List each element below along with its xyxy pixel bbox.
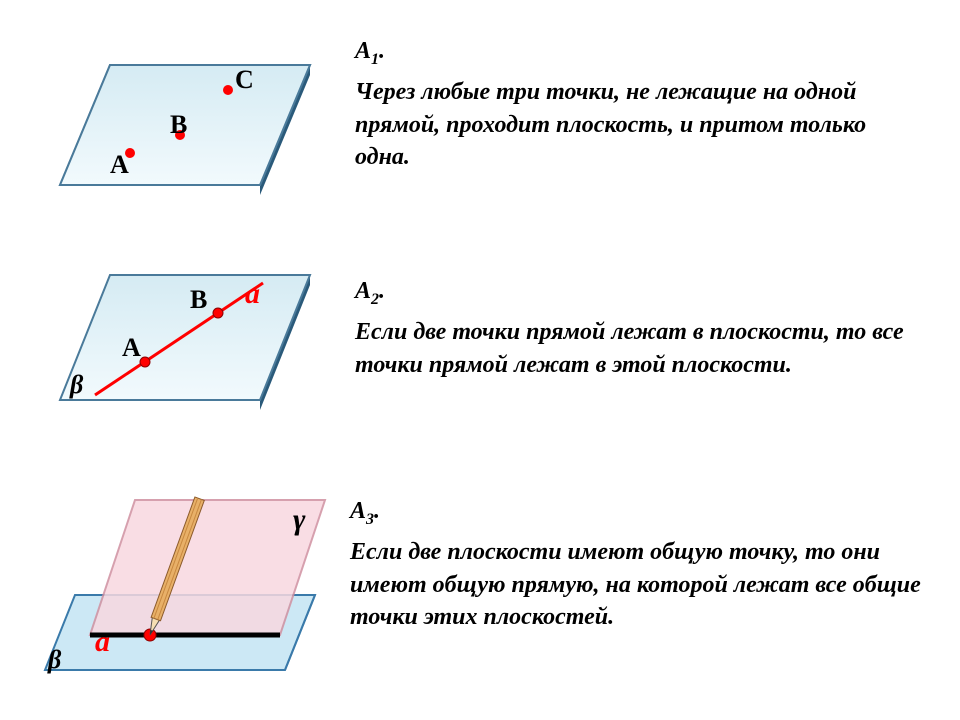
line-a-label: a <box>245 277 260 311</box>
point-b2-label: В <box>190 285 207 315</box>
axiom-1-title: А1. <box>355 35 915 70</box>
axiom-2-title: А2. <box>355 275 915 310</box>
diagram-axiom-1: А В С <box>50 35 330 215</box>
plane-beta3-label: β <box>48 645 61 675</box>
axiom-2-body: Если две точки прямой лежат в плоскости,… <box>355 316 915 381</box>
axiom-1-body: Через любые три точки, не лежащие на одн… <box>355 76 915 173</box>
point-a-label: А <box>110 150 129 180</box>
point-c-label: С <box>235 65 254 95</box>
point-a2-label: А <box>122 333 141 363</box>
diagram-axiom-2: А В a β <box>50 255 330 435</box>
plane-gamma-label: γ <box>293 503 305 537</box>
axiom-1-text: А1. Через любые три точки, не лежащие на… <box>355 35 915 174</box>
axiom-2-text: А2. Если две точки прямой лежат в плоско… <box>355 275 915 381</box>
axiom-3-title: А3. <box>350 495 930 530</box>
line-a3-label: a <box>95 625 110 659</box>
plane-beta-label: β <box>70 370 83 400</box>
axiom-3-body: Если две плоскости имеют общую точку, то… <box>350 536 930 633</box>
axiom-3-text: А3. Если две плоскости имеют общую точку… <box>350 495 930 634</box>
point-b-label: В <box>170 110 187 140</box>
diagram-axiom-3: a β γ <box>20 475 340 695</box>
